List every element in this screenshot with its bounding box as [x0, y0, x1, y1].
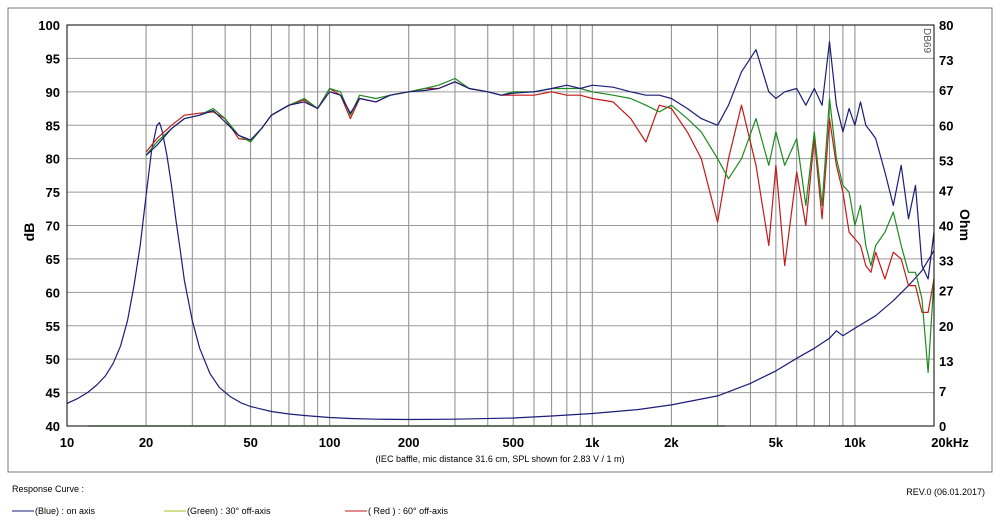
- y-left-tick-label: 70: [46, 219, 60, 234]
- y-left-tick-label: 60: [46, 285, 60, 300]
- y-right-tick-label: 0: [939, 419, 946, 434]
- y-right-tick-label: 73: [939, 53, 953, 68]
- chart-border: [7, 7, 993, 473]
- legend-label-green: (Green) : 30° off-axis: [187, 506, 271, 516]
- y-left-tick-label: 50: [46, 352, 60, 367]
- y-left-tick-label: 85: [46, 118, 60, 133]
- series-line-60-off-axis: [145, 81, 935, 313]
- watermark-text: DB69: [921, 28, 932, 53]
- y-right-tick-label: 80: [939, 18, 953, 33]
- legend: (Blue) : on axis (Green) : 30° off-axis …: [12, 506, 448, 516]
- y-right-tick-label: 27: [939, 284, 953, 299]
- x-tick-label: 10: [60, 435, 74, 450]
- y-left-tick-label: 95: [46, 51, 60, 66]
- y-right-tick-label: 60: [939, 118, 953, 133]
- revision-label: REV.0 (06.01.2017): [906, 487, 985, 497]
- y-right-tick-label: 67: [939, 83, 953, 98]
- legend-label-red: ( Red ) : 60° off-axis: [368, 506, 448, 516]
- x-tick-label: 500: [502, 435, 524, 450]
- y-left-tick-label: 40: [46, 419, 60, 434]
- tick-labels: 10 20 50 100 200 500 1k 2k 5k 10k 20kHz40455055606…: [38, 18, 969, 450]
- legend-label-blue: (Blue) : on axis: [35, 506, 96, 516]
- x-tick-label: 20kHz: [931, 435, 969, 450]
- y-right-tick-label: 53: [939, 153, 953, 168]
- y-right-tick-label: 40: [939, 219, 953, 234]
- y-right-tick-label: 20: [939, 319, 953, 334]
- x-tick-label: 50: [243, 435, 257, 450]
- x-tick-label: 5k: [769, 435, 784, 450]
- plot-frame: [66, 24, 935, 427]
- y-right-axis-title: Ohm: [957, 209, 973, 241]
- y-right-tick-label: 47: [939, 183, 953, 198]
- y-left-tick-label: 100: [38, 18, 60, 33]
- y-left-tick-label: 80: [46, 152, 60, 167]
- y-left-tick-label: 90: [46, 85, 60, 100]
- y-right-tick-label: 33: [939, 254, 953, 269]
- y-left-tick-label: 65: [46, 252, 60, 267]
- x-tick-label: 20: [139, 435, 153, 450]
- y-left-axis-title: dB: [21, 223, 37, 242]
- y-left-tick-label: 55: [46, 319, 60, 334]
- y-right-tick-label: 13: [939, 354, 953, 369]
- y-right-tick-label: 7: [939, 384, 946, 399]
- series-line-impedance: [66, 122, 935, 421]
- y-left-tick-label: 75: [46, 185, 60, 200]
- chart-caption: (IEC baffle, mic distance 31.6 cm, SPL s…: [375, 454, 624, 464]
- x-tick-label: 2k: [664, 435, 679, 450]
- x-tick-label: 200: [398, 435, 420, 450]
- y-left-tick-label: 45: [46, 386, 60, 401]
- grid: [67, 25, 934, 426]
- series-lines: [66, 41, 935, 427]
- response-curve-label: Response Curve :: [12, 484, 84, 494]
- x-tick-label: 10k: [844, 435, 866, 450]
- x-tick-label: 1k: [585, 435, 600, 450]
- x-tick-label: 100: [319, 435, 341, 450]
- series-line-on-axis: [145, 41, 935, 280]
